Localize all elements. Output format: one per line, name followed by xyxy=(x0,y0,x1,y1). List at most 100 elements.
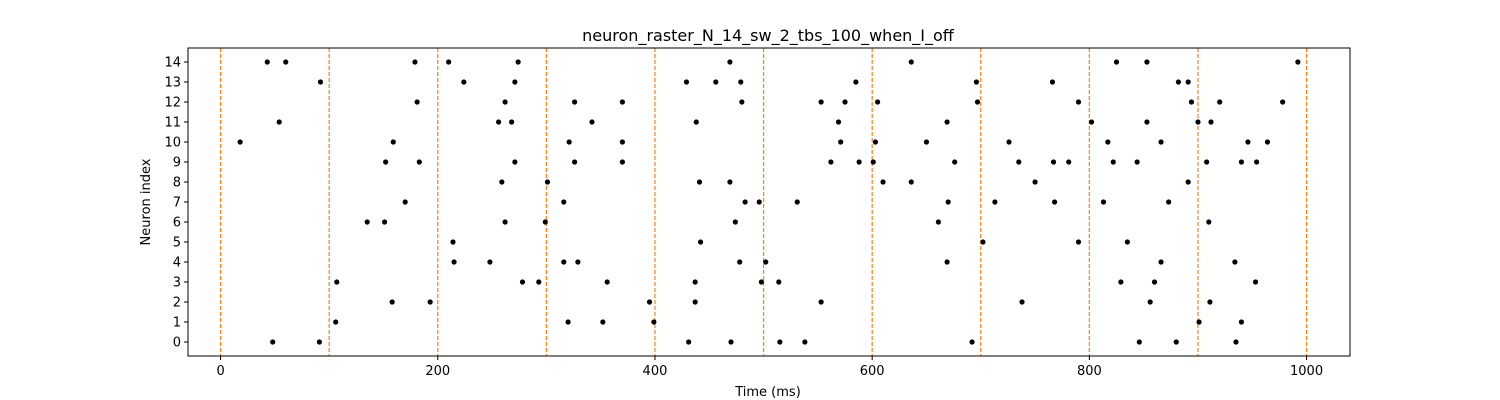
y-tick-label: 8 xyxy=(173,176,181,191)
spike-point xyxy=(758,279,764,285)
spike-point xyxy=(1264,139,1271,145)
spike-point xyxy=(923,139,930,145)
spike-point xyxy=(969,339,975,345)
spike-point xyxy=(461,79,467,85)
spike-point xyxy=(1175,79,1182,85)
y-tick-label: 1 xyxy=(173,316,181,331)
y-tick-label: 9 xyxy=(173,156,181,171)
chart-title: neuron_raster_N_14_sw_2_tbs_100_when_I_o… xyxy=(582,26,955,46)
spike-point xyxy=(600,319,606,325)
spike-point xyxy=(727,59,733,65)
spike-point xyxy=(1136,339,1142,345)
spike-point xyxy=(1196,319,1202,325)
spike-point xyxy=(416,159,422,165)
spike-point xyxy=(264,59,270,65)
spike-point xyxy=(818,99,824,105)
spike-point xyxy=(544,179,551,185)
spike-point xyxy=(1295,59,1301,65)
spike-point xyxy=(502,99,508,105)
vertical-markers xyxy=(219,48,1308,356)
spike-point xyxy=(1158,259,1164,265)
spike-point xyxy=(1144,119,1150,125)
spike-point xyxy=(853,79,859,85)
spike-point xyxy=(935,219,942,225)
spike-point xyxy=(713,79,719,85)
spike-point xyxy=(1252,279,1259,285)
spike-point xyxy=(1217,99,1223,105)
y-tick-label: 11 xyxy=(164,116,181,131)
spike-point xyxy=(334,279,340,285)
spike-point xyxy=(389,299,395,305)
spike-point xyxy=(646,299,653,305)
spike-point xyxy=(565,319,571,325)
spike-point xyxy=(908,59,914,65)
spike-point xyxy=(619,159,625,165)
spike-point xyxy=(542,219,548,225)
spike-point xyxy=(446,59,452,65)
spike-points xyxy=(237,59,1301,345)
spike-point xyxy=(1134,159,1140,165)
spike-point xyxy=(1100,199,1107,205)
spike-point xyxy=(1166,199,1172,205)
y-tick-label: 14 xyxy=(164,56,181,71)
x-tick-label: 400 xyxy=(643,364,668,379)
spike-point xyxy=(1075,239,1082,245)
y-tick-label: 12 xyxy=(164,96,181,111)
spike-point xyxy=(499,179,505,185)
y-tick-label: 3 xyxy=(173,276,181,291)
spike-point xyxy=(776,279,782,285)
x-tick-label: 1000 xyxy=(1290,364,1323,379)
spike-point xyxy=(908,179,914,185)
spike-point xyxy=(1110,159,1116,165)
spike-point xyxy=(732,219,738,225)
spike-point xyxy=(1088,119,1095,125)
spike-point xyxy=(515,59,521,65)
spike-point xyxy=(1019,299,1025,305)
spike-point xyxy=(683,79,690,85)
spike-point xyxy=(842,99,848,105)
spike-point xyxy=(828,159,834,165)
y-tick-label: 10 xyxy=(164,136,181,151)
spike-point xyxy=(1075,99,1082,105)
spike-point xyxy=(1254,159,1260,165)
spike-point xyxy=(1147,299,1153,305)
y-axis-label: Neuron index xyxy=(139,158,154,245)
x-tick-label: 800 xyxy=(1077,364,1102,379)
spike-point xyxy=(763,259,769,265)
spike-point xyxy=(1158,139,1164,145)
spike-point xyxy=(794,199,800,205)
spike-point xyxy=(874,99,881,105)
spike-point xyxy=(838,139,844,145)
spike-point xyxy=(835,119,842,125)
spike-point xyxy=(1066,159,1072,165)
spike-point xyxy=(1016,159,1022,165)
spike-point xyxy=(495,119,502,125)
spike-point xyxy=(737,259,743,265)
spike-point xyxy=(738,79,744,85)
spike-point xyxy=(589,119,595,125)
spike-point xyxy=(1280,99,1286,105)
spike-point xyxy=(276,119,282,125)
x-tick-label: 600 xyxy=(860,364,885,379)
spike-point xyxy=(944,259,950,265)
spike-point xyxy=(333,319,339,325)
spike-point xyxy=(1050,159,1057,165)
spike-point xyxy=(856,159,862,165)
x-tick-label: 0 xyxy=(216,364,224,379)
spike-point xyxy=(692,299,698,305)
y-tick-label: 4 xyxy=(173,256,181,271)
spike-point xyxy=(566,139,572,145)
spike-point xyxy=(1118,279,1124,285)
spike-point xyxy=(561,199,567,205)
spike-point xyxy=(487,259,493,265)
spike-point xyxy=(1173,339,1179,345)
spike-point xyxy=(414,99,420,105)
spike-point xyxy=(316,339,323,345)
spike-point xyxy=(390,139,396,145)
spike-point xyxy=(973,79,980,85)
spike-point xyxy=(412,59,418,65)
spike-point xyxy=(870,159,876,165)
y-tick-label: 2 xyxy=(173,296,181,311)
spike-point xyxy=(1206,219,1212,225)
spike-point xyxy=(974,99,981,105)
